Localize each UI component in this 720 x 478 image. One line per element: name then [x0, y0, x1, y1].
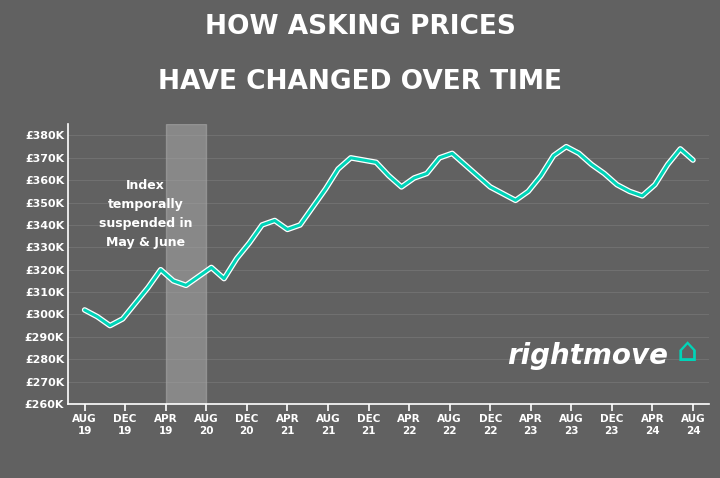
- Text: ⌂: ⌂: [676, 335, 698, 368]
- Text: rightmove: rightmove: [508, 342, 668, 370]
- Bar: [166, 124, 207, 404]
- Text: HAVE CHANGED OVER TIME: HAVE CHANGED OVER TIME: [158, 69, 562, 95]
- Text: Index
temporally
suspended in
May & June: Index temporally suspended in May & June: [99, 179, 192, 249]
- Text: HOW ASKING PRICES: HOW ASKING PRICES: [204, 14, 516, 40]
